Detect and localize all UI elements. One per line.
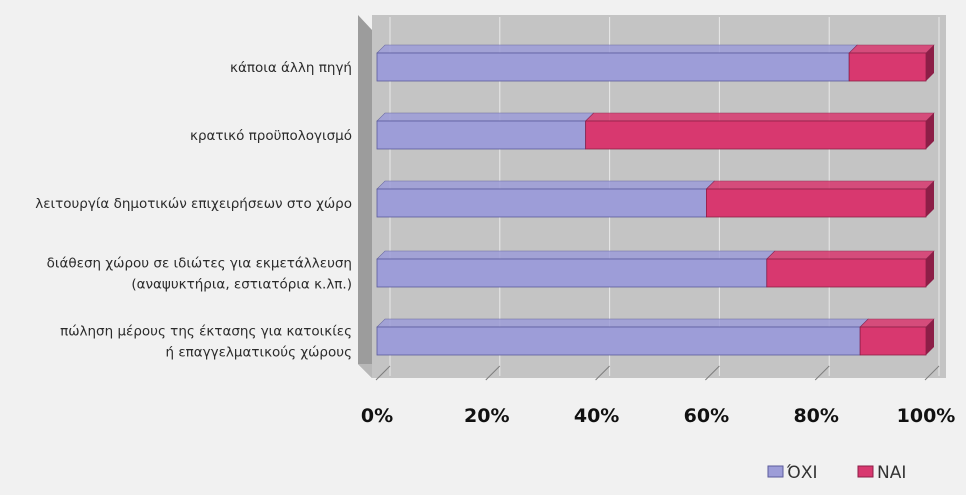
gridline-floor: [924, 365, 940, 381]
x-tick-label: 60%: [684, 405, 729, 427]
bar-segment-nai: [766, 258, 927, 288]
bar-segment-nai: [585, 120, 927, 150]
category-label: κρατικό προϋπολογισμό: [190, 128, 352, 144]
gridline-floor: [485, 365, 501, 381]
category-label: διάθεση χώρου σε ιδιώτες για εκμετάλλευσ…: [47, 256, 352, 272]
category-label: λειτουργία δημοτικών επιχειρήσεων στο χώ…: [35, 196, 352, 212]
legend-label: ΝΑΙ: [877, 463, 906, 483]
bar-top-face: [705, 180, 935, 190]
bar-top-face: [376, 250, 776, 260]
gridline-floor: [814, 365, 830, 381]
bar-side-face: [926, 113, 934, 149]
bar-top-face: [376, 180, 716, 190]
x-tick-label: 40%: [574, 405, 619, 427]
bar-segment-oxi: [376, 188, 707, 218]
category-label: (αναψυκτήρια, εστιατόρια κ.λπ.): [131, 277, 352, 293]
bar-segment-nai: [848, 52, 927, 82]
gridline-floor: [595, 365, 610, 381]
x-tick-label: 0%: [361, 405, 393, 427]
bar-top-face: [376, 112, 595, 122]
gridline-floor: [705, 365, 720, 381]
plot-floor: [358, 15, 372, 378]
x-tick-label: 100%: [897, 405, 956, 427]
bar-segment-oxi: [376, 52, 850, 82]
gridline-floor: [375, 365, 391, 381]
bar-top-face: [859, 318, 935, 328]
bar-segment-oxi: [376, 258, 768, 288]
bar-segment-nai: [859, 326, 927, 356]
bar-segment-oxi: [376, 120, 587, 150]
bar-top-face: [848, 44, 935, 54]
x-tick-label: 20%: [464, 405, 509, 427]
bar-side-face: [926, 251, 934, 287]
legend-label: ΌΧΙ: [786, 463, 817, 483]
bar-top-face: [584, 112, 935, 122]
category-label: ή επαγγελματικούς χώρους: [165, 345, 352, 361]
bar-side-face: [926, 319, 934, 355]
bar-top-face: [376, 44, 858, 54]
category-label: πώληση μέρους της έκτασης για κατοικίες: [60, 324, 352, 340]
bar-top-face: [376, 318, 869, 328]
bar-segment-nai: [706, 188, 927, 218]
bar-side-face: [926, 45, 934, 81]
legend-swatch: [767, 465, 784, 478]
bar-top-face: [766, 250, 935, 260]
x-tick-label: 80%: [793, 405, 838, 427]
legend-swatch: [857, 465, 874, 478]
category-label: κάποια άλλη πηγή: [230, 60, 352, 76]
bar-segment-oxi: [376, 326, 861, 356]
bar-side-face: [926, 181, 934, 217]
